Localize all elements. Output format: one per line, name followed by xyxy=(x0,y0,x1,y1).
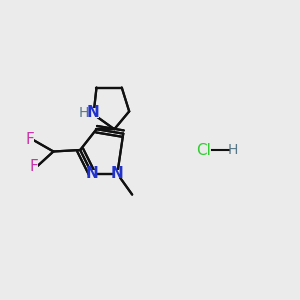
Text: F: F xyxy=(26,132,34,147)
Text: N: N xyxy=(87,105,99,120)
Bar xyxy=(30,163,38,171)
Text: N: N xyxy=(111,166,124,181)
Bar xyxy=(113,169,122,178)
Bar xyxy=(26,136,34,143)
Text: H: H xyxy=(78,106,88,120)
Text: H: H xyxy=(228,143,238,157)
Text: Cl: Cl xyxy=(196,142,211,158)
Bar xyxy=(88,169,96,178)
Bar xyxy=(81,108,99,118)
Text: F: F xyxy=(30,159,38,174)
Text: N: N xyxy=(86,166,98,181)
